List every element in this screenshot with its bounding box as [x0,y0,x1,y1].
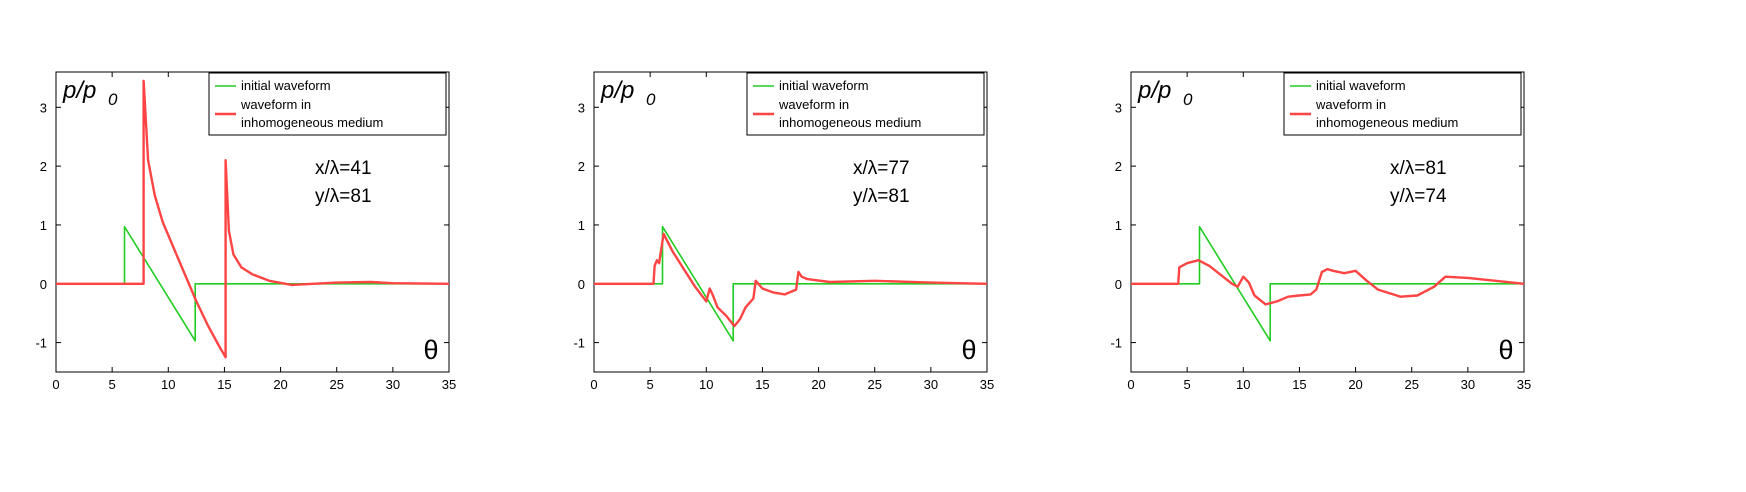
y-axis-label: p/p [1137,77,1171,104]
legend-label-medium-line1: waveform in [240,97,311,112]
series-waveform-in-medium [594,232,988,328]
annotation-y-over-lambda: y/λ=81 [853,186,910,207]
x-tick-label: 20 [1348,377,1362,392]
series-initial-waveform [1131,225,1524,342]
x-tick-label: 35 [980,377,994,392]
x-tick-label: 25 [867,377,881,392]
panel-2: 0 5 10 15 20 25 30 35 -1 0 1 2 3 p/p 0 initial waveform… [573,71,994,392]
x-tick-label: 30 [1461,377,1475,392]
x-tick-label: 30 [386,377,400,392]
y-axis-label: p/p [62,77,96,104]
y-tick-label: 2 [40,159,47,174]
x-tick-label: 20 [811,377,825,392]
legend-box [746,72,985,136]
x-tick-label: 0 [52,377,59,392]
y-tick-label: -1 [1110,336,1122,351]
legend: initial waveform waveform in inhomogeneous… [1283,72,1522,136]
x-tick-label: 35 [442,377,456,392]
y-axis-label: p/p [600,77,634,104]
y-axis-label-subscript: 0 [646,90,656,109]
legend: initial waveform waveform in inhomogeneous… [208,72,447,136]
annotation-x-over-lambda: x/λ=77 [853,158,910,179]
legend-label-medium-line2: inhomogeneous medium [1316,115,1458,130]
y-tick-label: 3 [40,100,47,115]
y-tick-label: 1 [1115,218,1122,233]
x-tick-label: 10 [699,377,713,392]
x-tick-label: 15 [1292,377,1306,392]
legend-box [208,72,447,136]
y-axis-label-subscript: 0 [108,90,118,109]
y-tick-label: 3 [578,100,585,115]
y-tick-label: 2 [1115,159,1122,174]
legend-box [1283,72,1522,136]
panel-1: 0 5 10 15 20 25 30 35 -1 0 1 2 3 p/p 0 initial waveform… [35,71,456,392]
legend: initial waveform waveform in inhomogeneous… [746,72,985,136]
y-tick-label: 0 [1115,277,1122,292]
annotation-x-over-lambda: x/λ=81 [1390,158,1447,179]
legend-label-medium-line1: waveform in [778,97,849,112]
x-tick-label: 5 [109,377,116,392]
y-tick-label: 2 [578,159,585,174]
y-tick-label: -1 [573,336,585,351]
annotation-y-over-lambda: y/λ=81 [315,186,372,207]
x-tick-label: 5 [1184,377,1191,392]
y-tick-label: 1 [578,218,585,233]
y-tick-label: 0 [578,277,585,292]
y-tick-label: 0 [40,277,47,292]
y-axis-label-subscript: 0 [1183,90,1193,109]
legend-label-medium-line2: inhomogeneous medium [241,115,383,130]
series-waveform-in-medium [1131,259,1525,306]
x-tick-label: 0 [590,377,597,392]
x-tick-label: 5 [647,377,654,392]
x-tick-label: 30 [924,377,938,392]
x-tick-label: 10 [161,377,175,392]
legend-label-medium-line1: waveform in [1315,97,1386,112]
x-axis-label: θ [423,335,438,365]
panel-3: 0 5 10 15 20 25 30 35 -1 0 1 2 3 p/p 0 initial waveform… [1110,71,1531,392]
x-tick-label: 15 [217,377,231,392]
x-tick-label: 0 [1127,377,1134,392]
x-tick-label: 25 [1404,377,1418,392]
series-waveform-in-medium [56,79,450,359]
x-tick-label: 35 [1517,377,1531,392]
legend-label-initial: initial waveform [241,78,331,93]
x-axis-label: θ [961,335,976,365]
x-tick-label: 20 [273,377,287,392]
annotation-x-over-lambda: x/λ=41 [315,158,372,179]
x-tick-label: 15 [755,377,769,392]
legend-label-initial: initial waveform [1316,78,1406,93]
annotation-y-over-lambda: y/λ=74 [1390,186,1447,207]
y-tick-label: -1 [35,336,47,351]
x-axis-label: θ [1498,335,1513,365]
y-tick-label: 3 [1115,100,1122,115]
legend-label-initial: initial waveform [779,78,869,93]
y-tick-label: 1 [40,218,47,233]
x-tick-label: 25 [329,377,343,392]
legend-label-medium-line2: inhomogeneous medium [779,115,921,130]
x-tick-label: 10 [1236,377,1250,392]
